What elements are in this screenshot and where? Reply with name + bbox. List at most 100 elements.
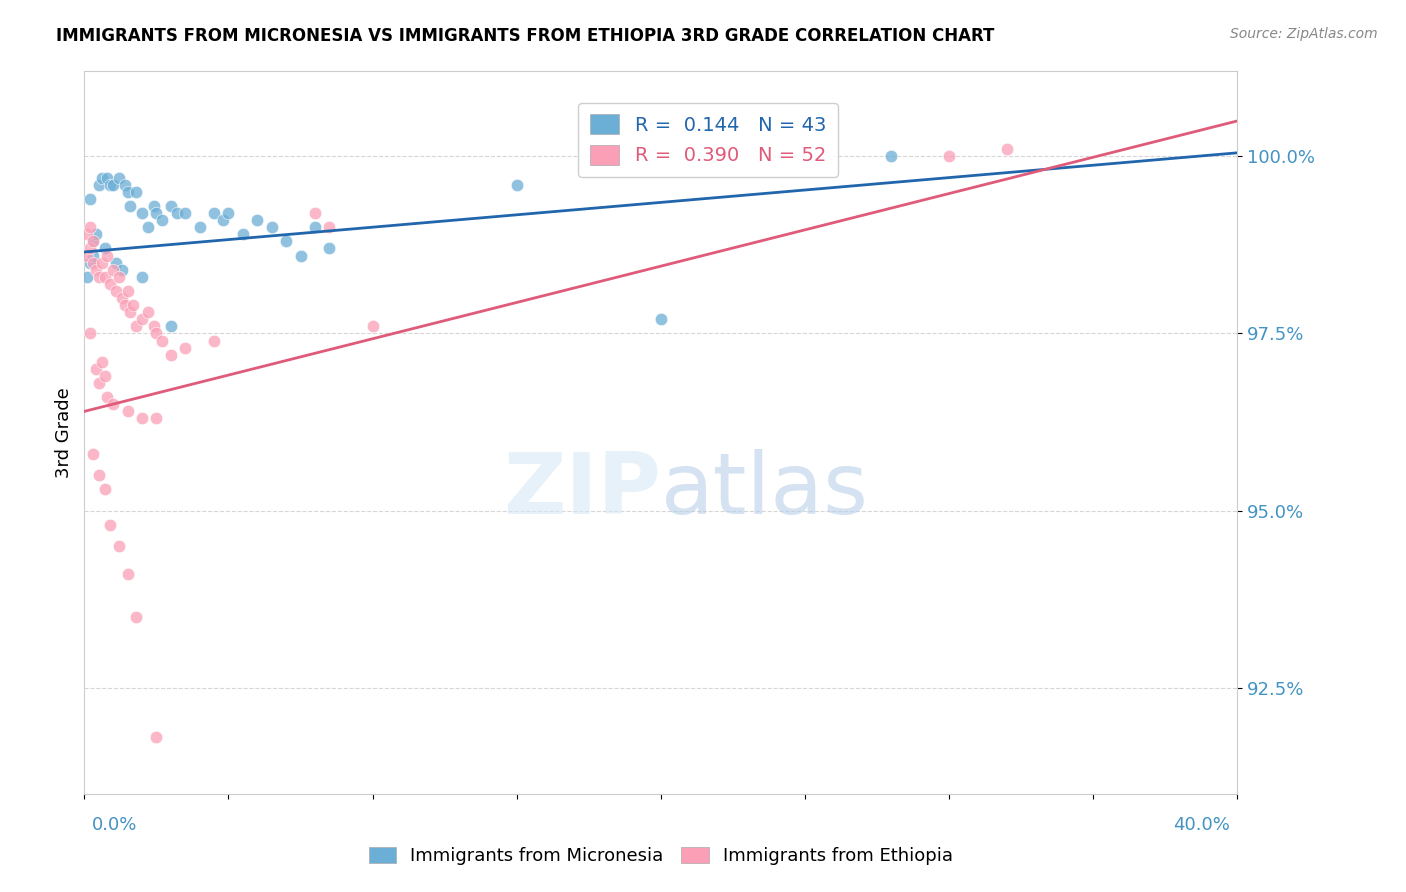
Point xyxy=(117,567,139,582)
Point xyxy=(290,248,312,262)
Point xyxy=(82,255,104,269)
Point xyxy=(103,178,124,192)
Point xyxy=(114,298,136,312)
Point xyxy=(82,235,104,249)
Point xyxy=(93,242,115,256)
Point xyxy=(117,185,139,199)
Point xyxy=(103,397,124,411)
Point xyxy=(93,483,115,497)
Y-axis label: 3rd Grade: 3rd Grade xyxy=(55,387,73,478)
Point xyxy=(260,220,283,235)
Point xyxy=(938,149,960,163)
Point xyxy=(211,213,233,227)
Point xyxy=(125,319,148,334)
Point xyxy=(87,269,110,284)
Point xyxy=(276,235,298,249)
Point xyxy=(136,305,159,319)
Text: ZIP: ZIP xyxy=(503,449,661,532)
Point xyxy=(117,284,139,298)
Point xyxy=(145,411,167,425)
Point xyxy=(145,326,167,341)
Point xyxy=(202,334,225,348)
Point xyxy=(87,468,110,483)
Point xyxy=(90,255,112,269)
Point xyxy=(96,248,118,262)
Point xyxy=(218,206,240,220)
Point xyxy=(108,539,131,553)
Point xyxy=(304,220,326,235)
Point xyxy=(160,319,183,334)
Legend: Immigrants from Micronesia, Immigrants from Ethiopia: Immigrants from Micronesia, Immigrants f… xyxy=(360,838,962,874)
Point xyxy=(150,334,173,348)
Point xyxy=(84,362,107,376)
Point xyxy=(120,305,142,319)
Point xyxy=(105,284,128,298)
Point xyxy=(160,348,183,362)
Point xyxy=(125,609,148,624)
Point xyxy=(304,206,326,220)
Point xyxy=(880,149,903,163)
Point xyxy=(142,199,165,213)
Point xyxy=(84,262,107,277)
Point xyxy=(79,326,101,341)
Point xyxy=(111,291,134,305)
Point xyxy=(79,242,101,256)
Point xyxy=(108,269,131,284)
Text: atlas: atlas xyxy=(661,449,869,532)
Point xyxy=(318,242,340,256)
Point xyxy=(361,319,384,334)
Point xyxy=(114,178,136,192)
Point xyxy=(506,178,529,192)
Point xyxy=(84,227,107,242)
Point xyxy=(79,255,101,269)
Text: IMMIGRANTS FROM MICRONESIA VS IMMIGRANTS FROM ETHIOPIA 3RD GRADE CORRELATION CHA: IMMIGRANTS FROM MICRONESIA VS IMMIGRANTS… xyxy=(56,27,994,45)
Point xyxy=(174,206,197,220)
Point xyxy=(131,269,153,284)
Point xyxy=(174,341,197,355)
Point xyxy=(93,269,115,284)
Text: 0.0%: 0.0% xyxy=(91,816,136,834)
Point xyxy=(98,517,121,532)
Point xyxy=(96,390,118,404)
Point xyxy=(87,376,110,390)
Point xyxy=(96,170,118,185)
Point xyxy=(131,411,153,425)
Point xyxy=(122,298,145,312)
Point xyxy=(120,199,142,213)
Point xyxy=(76,269,98,284)
Point xyxy=(166,206,188,220)
Point xyxy=(995,142,1018,156)
Point xyxy=(111,262,134,277)
Point xyxy=(98,178,121,192)
Point xyxy=(232,227,254,242)
Point xyxy=(87,178,110,192)
Point xyxy=(188,220,211,235)
Point xyxy=(90,170,112,185)
Point xyxy=(76,227,98,242)
Point xyxy=(79,220,101,235)
Point xyxy=(131,312,153,326)
Point xyxy=(145,730,167,744)
Point xyxy=(650,312,672,326)
Point xyxy=(93,368,115,383)
Text: Source: ZipAtlas.com: Source: ZipAtlas.com xyxy=(1230,27,1378,41)
Point xyxy=(105,255,128,269)
Point xyxy=(131,206,153,220)
Point xyxy=(246,213,269,227)
Point xyxy=(82,235,104,249)
Point xyxy=(103,262,124,277)
Point xyxy=(82,248,104,262)
Point xyxy=(125,185,148,199)
Point xyxy=(76,248,98,262)
Point xyxy=(117,404,139,418)
Point xyxy=(202,206,225,220)
Point xyxy=(79,192,101,206)
Point xyxy=(90,355,112,369)
Point xyxy=(318,220,340,235)
Point xyxy=(82,447,104,461)
Point xyxy=(108,170,131,185)
Point xyxy=(98,277,121,291)
Point xyxy=(150,213,173,227)
Point xyxy=(142,319,165,334)
Legend: R =  0.144   N = 43, R =  0.390   N = 52: R = 0.144 N = 43, R = 0.390 N = 52 xyxy=(578,103,838,177)
